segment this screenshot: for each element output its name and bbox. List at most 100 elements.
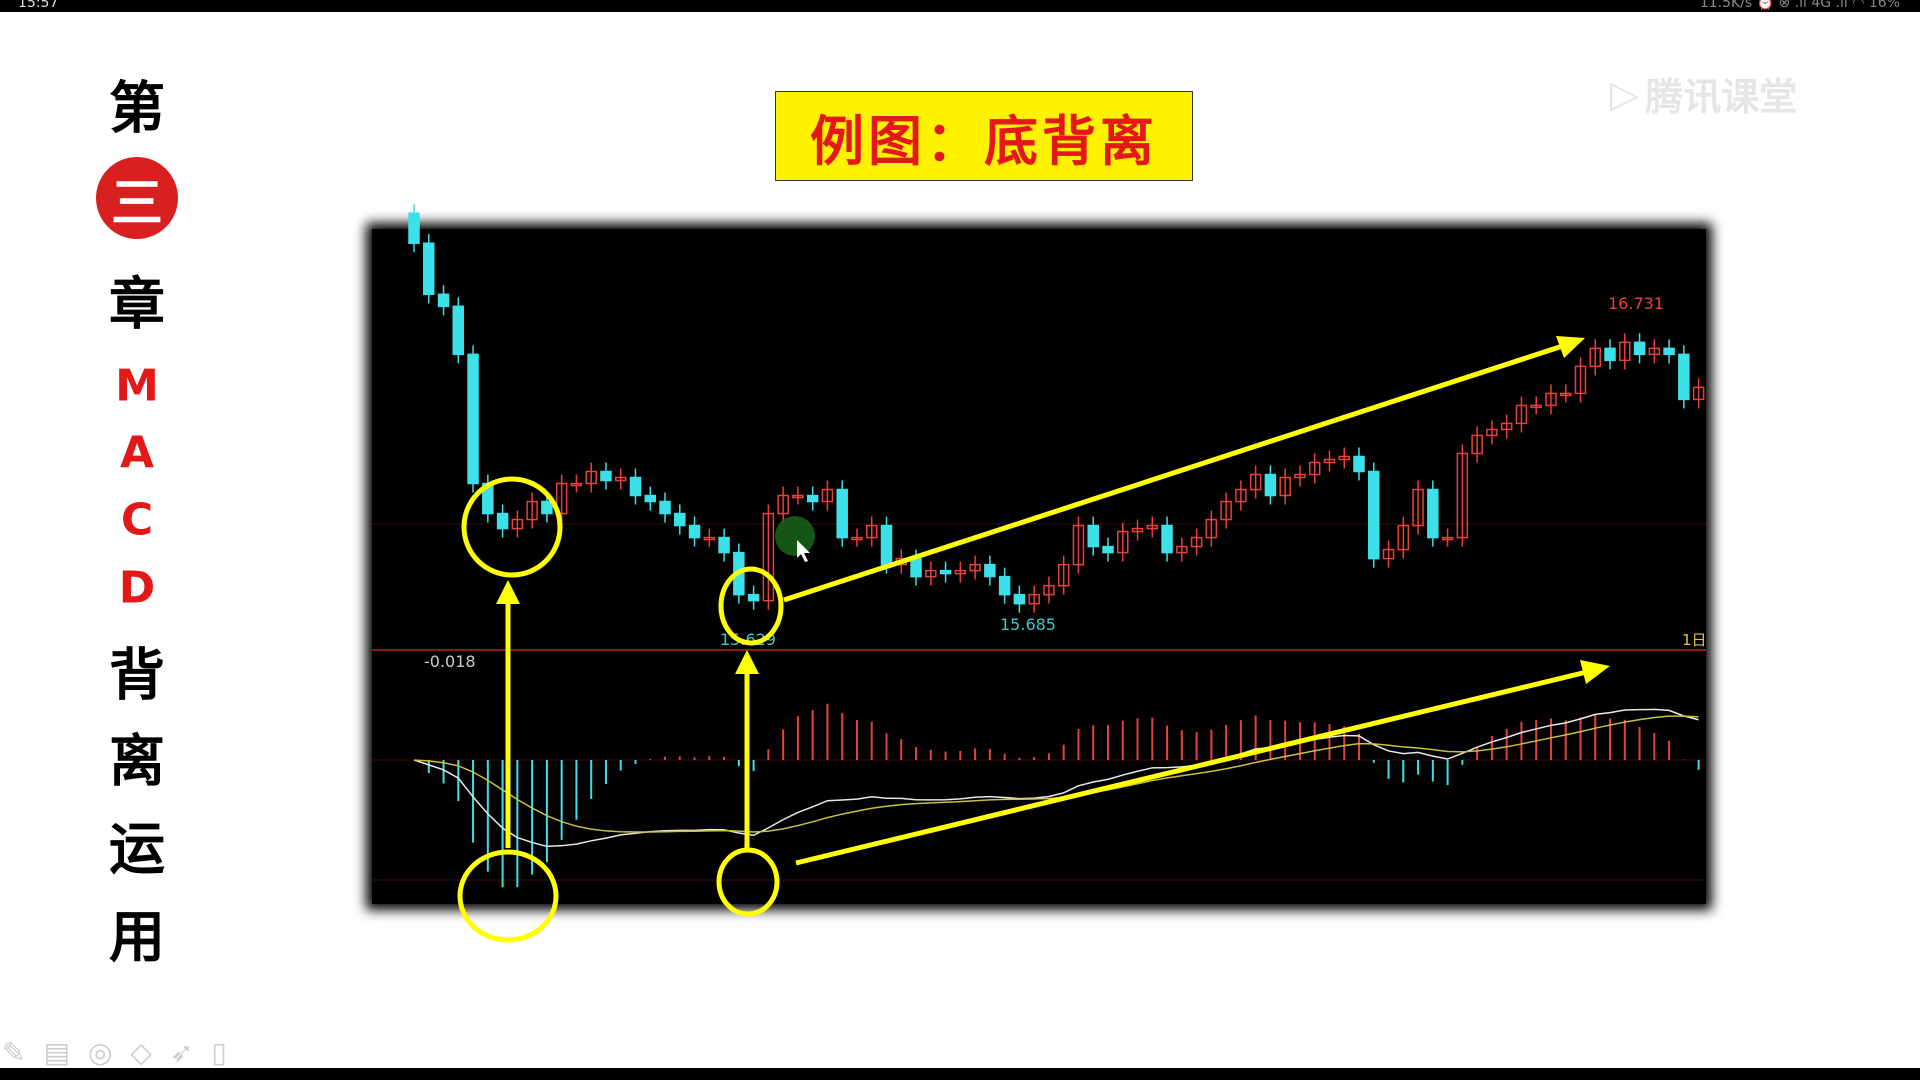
candle-body (1648, 347, 1661, 356)
candle-body (1072, 524, 1085, 566)
candle-body (1397, 524, 1410, 551)
candle-body (747, 593, 760, 602)
candle (1028, 585, 1040, 613)
candle (452, 297, 465, 364)
candle-body (1220, 500, 1232, 521)
candle (851, 528, 863, 547)
candle (1412, 480, 1424, 535)
candle-body (910, 557, 922, 578)
candle-body (659, 500, 671, 515)
candle-body (821, 488, 834, 503)
candle-body (939, 569, 952, 575)
annotations (457, 339, 1596, 943)
candle-body (762, 512, 775, 602)
candle (1486, 420, 1498, 445)
candle-body (1456, 452, 1469, 539)
candle (1692, 378, 1705, 409)
eraser-icon[interactable]: ◇ (130, 1036, 152, 1069)
clock: 15:57 (18, 0, 59, 11)
candle (984, 555, 996, 586)
candle-body (511, 518, 524, 530)
candle-body (1515, 404, 1528, 425)
candle-body (1117, 530, 1129, 554)
candle (1087, 516, 1099, 556)
watermark-text: 腾讯课堂 (1645, 75, 1798, 119)
candle-body (555, 482, 568, 515)
candle (1043, 576, 1055, 604)
mouse-cursor-icon (797, 540, 810, 562)
candle (1589, 339, 1602, 376)
candle-body (600, 470, 612, 482)
candle (1545, 384, 1557, 415)
candle (1648, 339, 1661, 364)
candle (1131, 519, 1144, 541)
candle (437, 285, 450, 316)
candle (1559, 384, 1572, 403)
candle (570, 474, 583, 493)
candle-body (1589, 347, 1602, 368)
candle (865, 516, 878, 547)
candle-body (570, 482, 583, 487)
candle-body (1604, 347, 1616, 362)
candle-body (1057, 563, 1070, 587)
candle (998, 567, 1011, 604)
candle-body (806, 494, 819, 503)
candle (954, 561, 967, 583)
candle-body (496, 512, 509, 530)
candle-body (1678, 353, 1690, 401)
candle (600, 462, 612, 490)
remote-icon[interactable]: ▯ (211, 1036, 227, 1069)
candle (777, 486, 789, 523)
highlight-circle (461, 476, 563, 578)
candle-body (408, 212, 420, 244)
candle (688, 516, 701, 547)
watermark: ▷ 腾讯课堂 (1610, 66, 1797, 121)
candle-body (1146, 524, 1159, 530)
candle (1146, 516, 1159, 538)
candle (1382, 540, 1395, 568)
candle-body (998, 575, 1011, 596)
side-char: 运 (109, 816, 165, 883)
candle-body (1131, 527, 1144, 533)
candle (467, 345, 479, 493)
period-label: 1日 (1682, 631, 1707, 649)
candle-body (836, 488, 848, 539)
candle-body (1486, 428, 1498, 437)
candle (1427, 480, 1439, 547)
candle-body (1545, 392, 1557, 407)
laser-icon[interactable]: ◎ (87, 1036, 113, 1069)
candle-body (969, 563, 981, 572)
candle (1220, 492, 1232, 529)
price-trend-arrow (783, 339, 1576, 603)
candle-body (703, 536, 716, 541)
candle (1471, 426, 1483, 463)
candle-body (1102, 545, 1114, 554)
dif-line (413, 708, 1699, 848)
candle-body (644, 494, 657, 503)
candle (585, 462, 597, 493)
candle-body (1043, 584, 1055, 596)
candle-body (1264, 473, 1277, 497)
candle (644, 486, 657, 511)
candle-body (1353, 455, 1365, 473)
status-bar: 15:57 11.5K/s ⏰ ⊗ .ıl 4G .ıl ◠ 16% (0, 0, 1920, 12)
candle-body (1190, 536, 1203, 548)
macd-trend-arrow (795, 667, 1596, 866)
pen-icon[interactable]: ✎ (2, 1036, 26, 1069)
candle (659, 492, 671, 523)
candle-body (851, 536, 863, 541)
side-char: 第 (109, 75, 165, 142)
candle (1308, 453, 1321, 484)
candle (1397, 516, 1410, 559)
candle (836, 480, 848, 547)
pointer-icon[interactable]: ➶ (169, 1036, 194, 1069)
candle-body (1412, 488, 1424, 527)
candle-body (1279, 476, 1291, 497)
candle (1500, 414, 1513, 439)
candle (792, 486, 804, 505)
candle (1678, 345, 1690, 409)
candle (1249, 465, 1262, 499)
candle (496, 504, 509, 538)
whiteboard-icon[interactable]: ▤ (43, 1036, 70, 1069)
